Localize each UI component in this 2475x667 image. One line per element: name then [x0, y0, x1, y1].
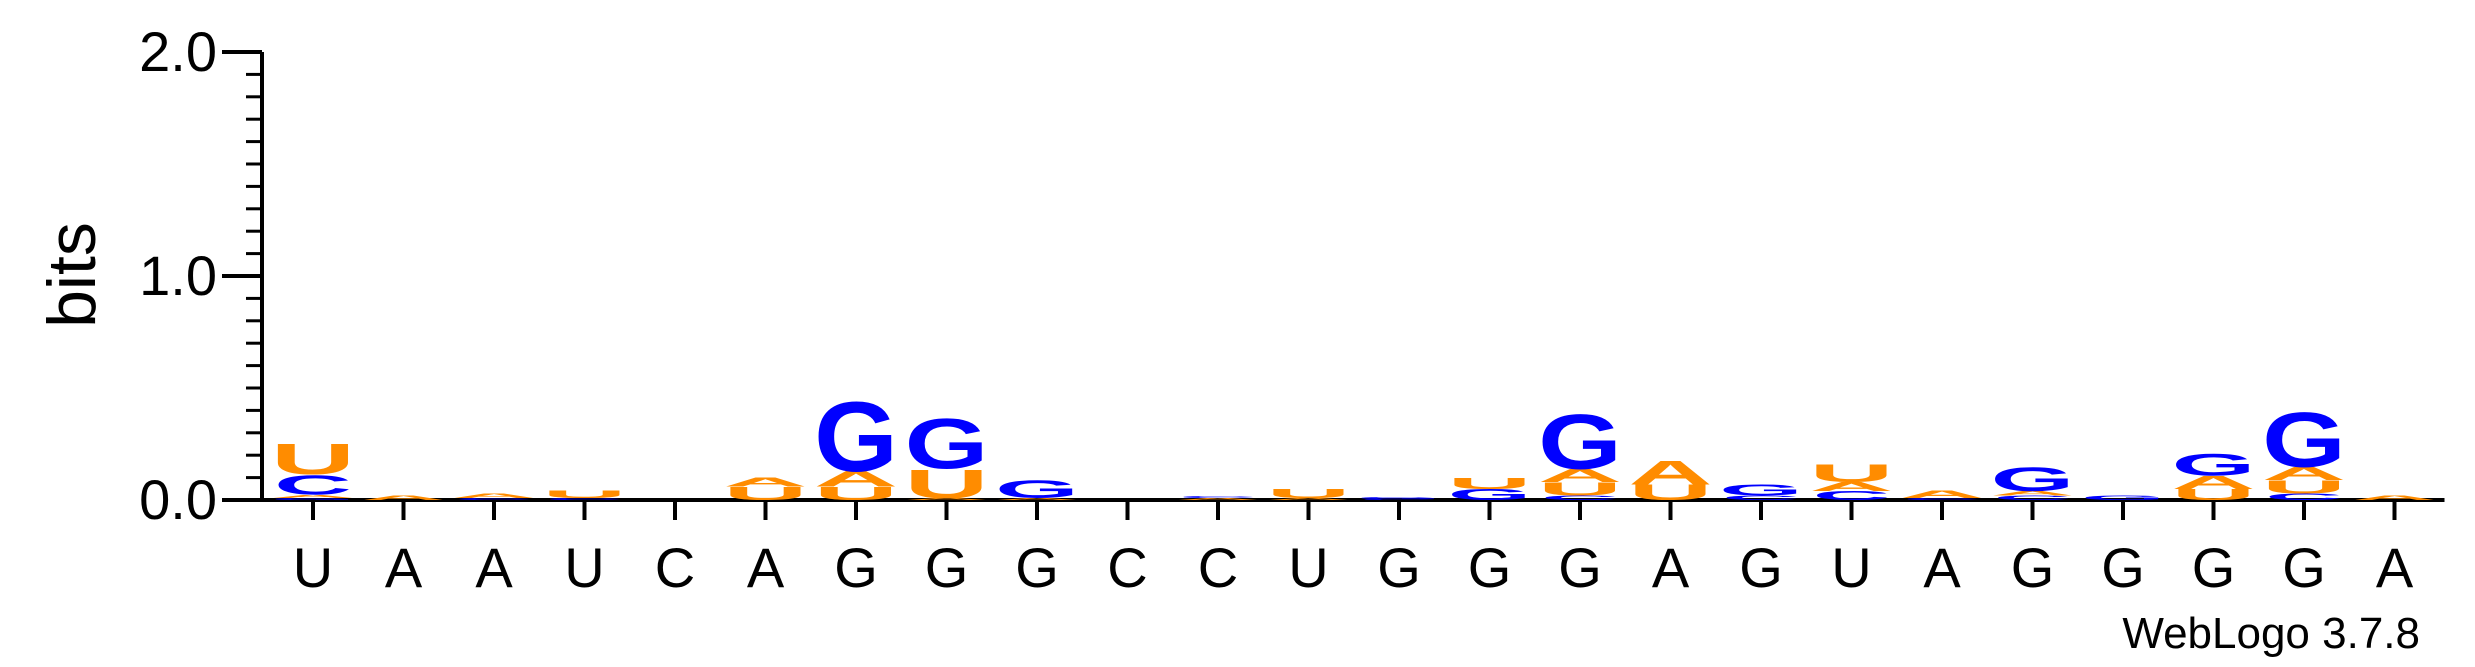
x-tick-label: A [1652, 536, 1690, 599]
x-tick-label: C [1107, 536, 1147, 599]
logo-letter-U: U [271, 435, 355, 484]
logo-letter-G: G [1357, 496, 1441, 499]
x-tick-label: G [1739, 536, 1783, 599]
logo-letter-G: G [2172, 447, 2256, 482]
x-tick-label: C [1198, 536, 1238, 599]
logo-letter-G: G [2262, 396, 2346, 483]
x-tick-label: C [655, 536, 695, 599]
logo-letter-C: C [455, 497, 533, 500]
x-tick-label: G [2282, 536, 2326, 599]
logo-letter-A: A [2171, 472, 2255, 493]
logo-letter-A: A [271, 494, 355, 499]
logo-letter-C: C [1541, 494, 1619, 501]
logo-letter-U: U [1809, 460, 1893, 488]
logo-letter-C: C [546, 497, 624, 500]
logo-letter-C: C [1903, 497, 1981, 500]
logo-letter-A: A [2352, 494, 2436, 501]
logo-letter-A: A [1628, 454, 1712, 492]
y-axis: 0.0 1.0 2.0 [139, 20, 264, 531]
logo-letter-G: G [1991, 460, 2075, 498]
logo-letter-A: A [361, 494, 445, 501]
logo-letter-U: U [542, 488, 626, 500]
logo-letter-C: C [1994, 494, 2072, 501]
logo-letter-U: U [723, 483, 807, 504]
x-tick-label: U [293, 536, 333, 599]
logo-letter-U: U [1628, 480, 1712, 504]
x-tick-label: U [1288, 536, 1328, 599]
logo-letter-U: U [814, 483, 898, 504]
x-tick-label: G [1558, 536, 1602, 599]
x-tick-label: G [1015, 536, 1059, 599]
logo-letter-G: G [814, 381, 898, 492]
logo-letter-A: A [904, 497, 988, 500]
logo-letter-A: A [1990, 490, 2074, 497]
y-tick-label: 0.0 [139, 468, 217, 531]
logo-letter-A: A [452, 492, 536, 499]
logo-letter-U: U [2262, 476, 2346, 497]
logo-letter-C: C [1360, 499, 1438, 501]
logo-letter-C: C [1813, 489, 1891, 503]
x-tick-label: G [2192, 536, 2236, 599]
logo-letter-A: A [2262, 463, 2346, 484]
logo-letter-A: A [814, 467, 898, 491]
weblogo-credit: WebLogo 3.7.8 [2122, 609, 2420, 658]
logo-letter-G: G [2081, 494, 2165, 501]
x-tick-label: A [1923, 536, 1961, 599]
y-tick-label: 1.0 [139, 244, 217, 307]
logo-letter-U: U [1266, 487, 1350, 501]
logo-letter-C: C [1722, 494, 1800, 501]
x-tick-label: U [564, 536, 604, 599]
x-tick-label: G [1377, 536, 1421, 599]
logo-letter-G: G [1719, 482, 1803, 499]
logo-letter-C: C [1179, 495, 1257, 498]
logo-letter-A: A [723, 475, 807, 489]
logo-letter-A: A [1809, 480, 1893, 494]
logo-letter-C: C [2265, 492, 2343, 502]
logo-letter-U: U [1447, 475, 1531, 492]
logo-letter-A: A [1266, 497, 1350, 500]
x-tick-label: G [2011, 536, 2055, 599]
x-tick-label: U [1831, 536, 1871, 599]
x-tick-label: A [385, 536, 423, 599]
logo-letter-U: U [2171, 486, 2255, 503]
logo-letter-U: U [1538, 479, 1622, 500]
x-tick-label: G [834, 536, 878, 599]
x-tick-label: A [2376, 536, 2414, 599]
logo-letter-A: A [1176, 497, 1260, 500]
x-tick-label: G [1468, 536, 1512, 599]
logo-letter-G: G [905, 404, 989, 484]
logo-letter-A: A [1900, 488, 1984, 500]
y-axis-title: bits [34, 222, 110, 328]
x-tick-label: G [2101, 536, 2145, 599]
logo-letter-G: G [271, 497, 355, 500]
y-tick-label: 2.0 [139, 20, 217, 83]
logo-letter-A: A [995, 497, 1079, 500]
logo-letter-G: G [1538, 398, 1622, 485]
x-tick-label: A [475, 536, 513, 599]
x-tick-label: G [925, 536, 969, 599]
logo-letter-U: U [904, 461, 988, 506]
logo-letter-G: G [995, 475, 1079, 503]
logo-letter-A: A [1538, 465, 1622, 486]
x-tick-label: A [747, 536, 785, 599]
logo-letter-G: G [1448, 486, 1532, 503]
logo-letter-C: C [274, 469, 352, 500]
